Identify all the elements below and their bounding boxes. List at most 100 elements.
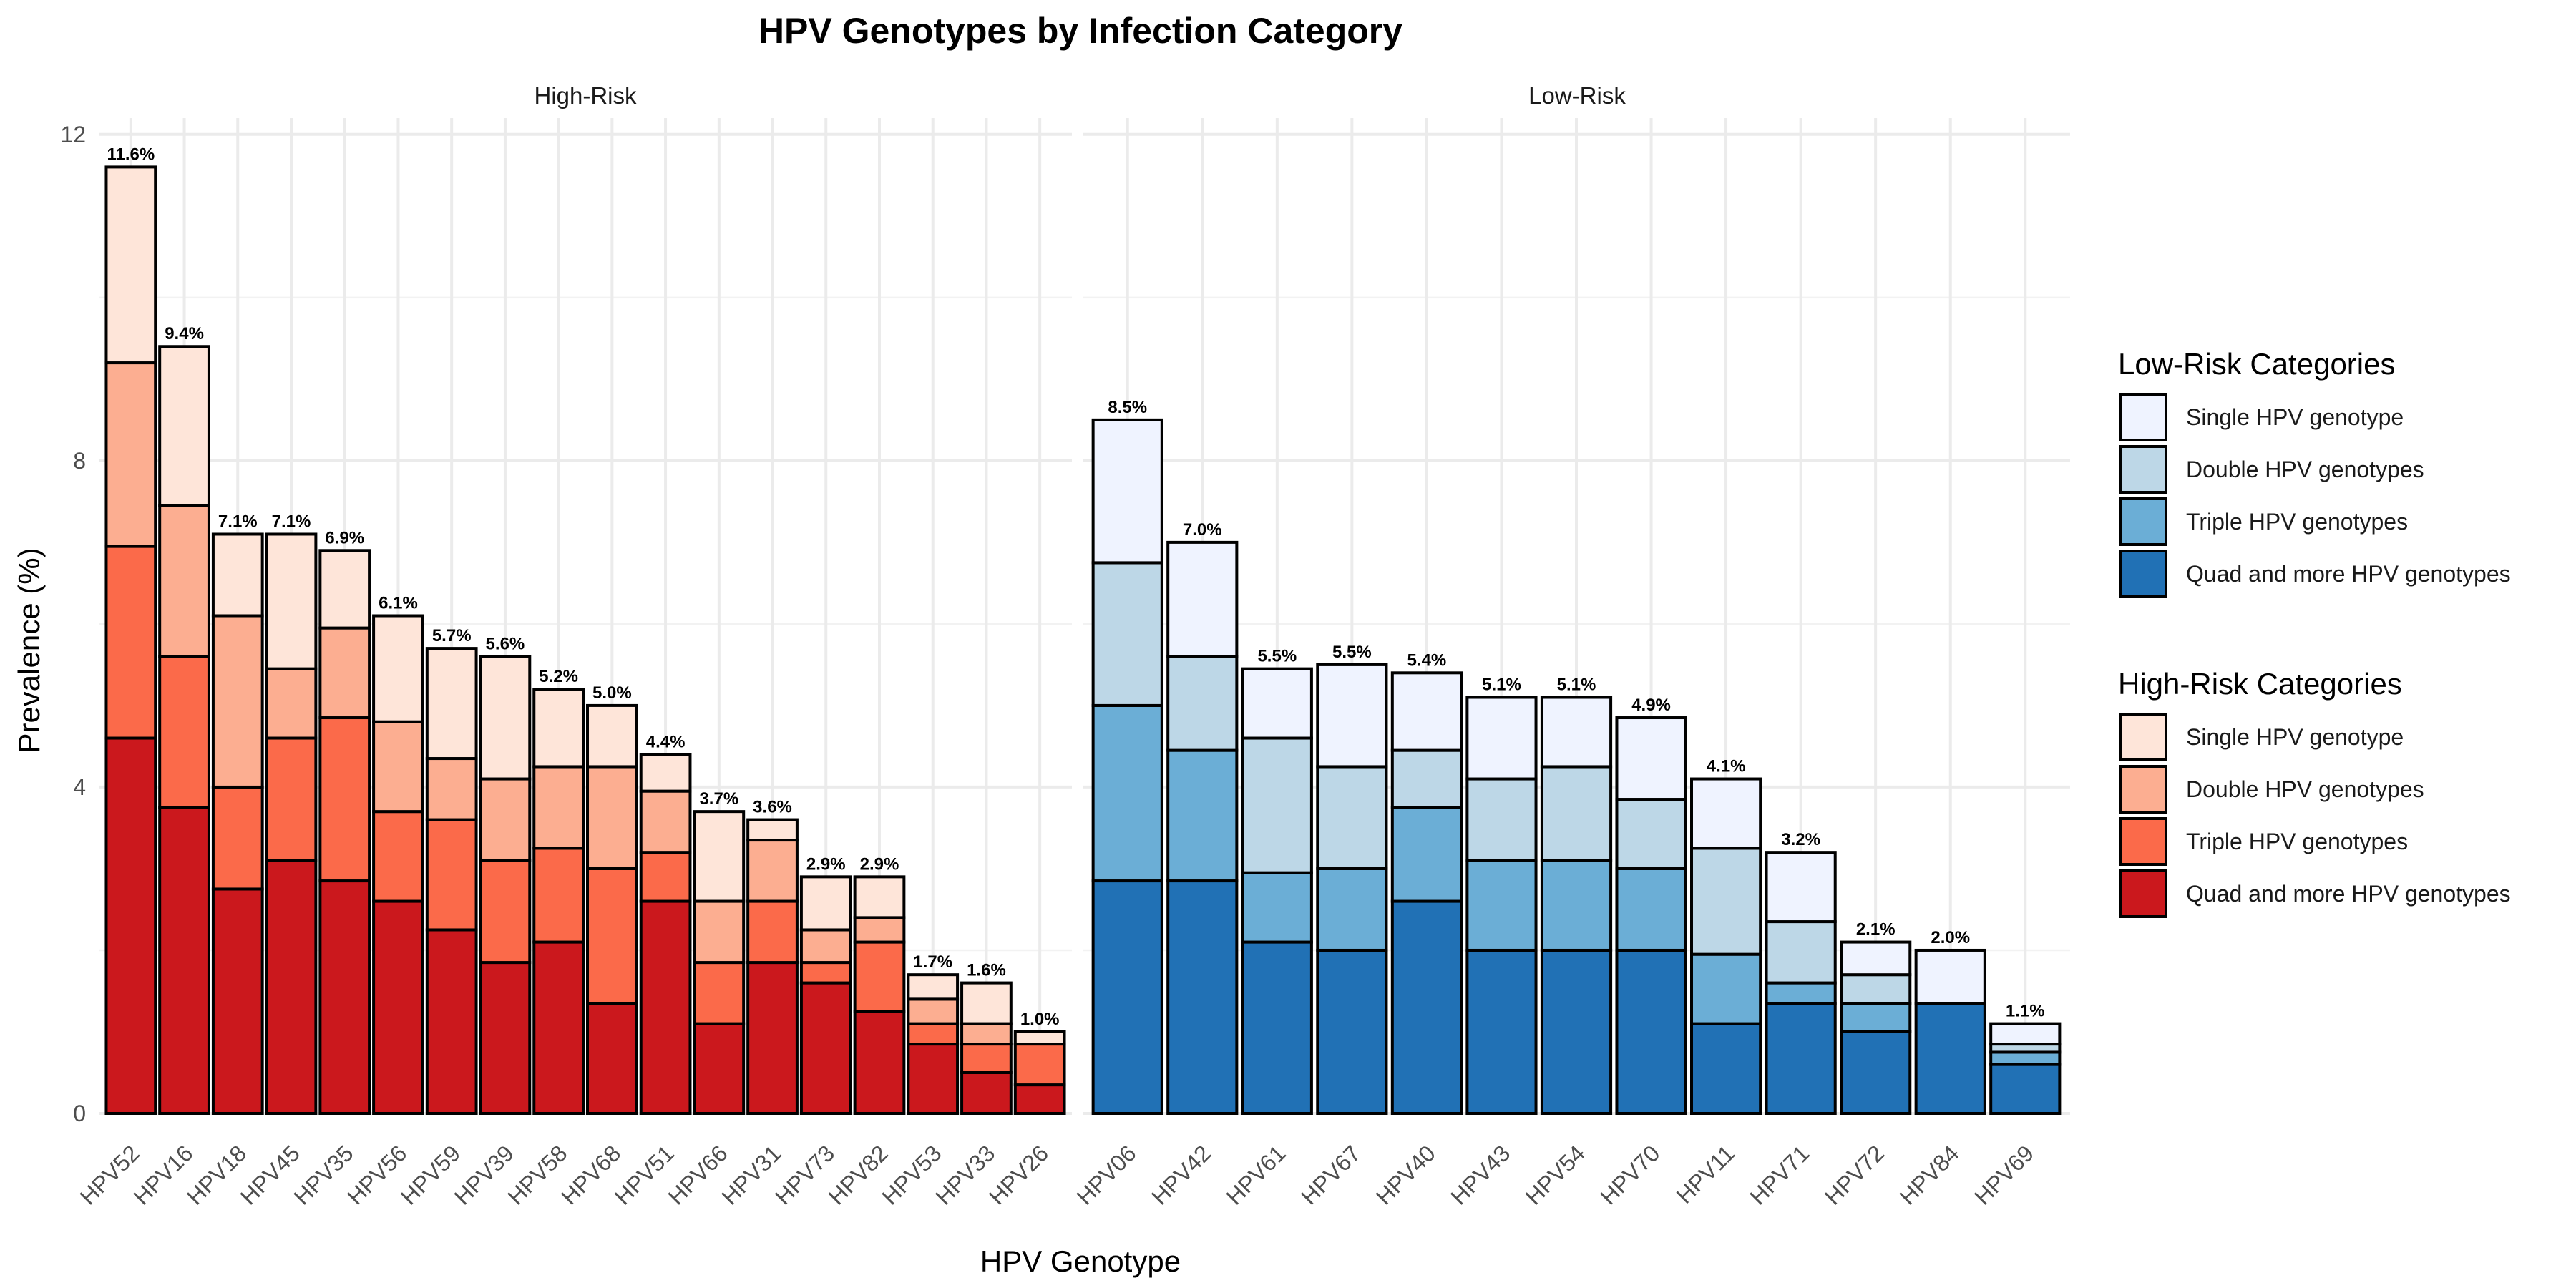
legend-group-low-risk-categories: Low-Risk Categories Single HPV genotype Do… — [2118, 347, 2511, 598]
bar-segment-hpv52-triple-hpv-genotypes — [104, 545, 157, 740]
bar-segment-hpv33-single-hpv-genotype — [960, 981, 1013, 1025]
legend-swatch — [2119, 550, 2167, 598]
chart-title: HPV Genotypes by Infection Category — [758, 11, 1402, 51]
bar-segment-hpv18-quad-and-more-hpv-genotypes — [211, 887, 264, 1116]
legend-title: Low-Risk Categories — [2118, 347, 2395, 381]
bar-segment-hpv59-quad-and-more-hpv-genotypes — [425, 928, 478, 1116]
bar-total-label: 2.1% — [1856, 920, 1896, 940]
bar-segment-hpv61-quad-and-more-hpv-genotypes — [1241, 940, 1313, 1115]
bar-segment-hpv66-double-hpv-genotypes — [693, 899, 746, 965]
bar-segment-hpv82-double-hpv-genotypes — [853, 916, 906, 944]
bar-total-label: 3.6% — [753, 798, 792, 817]
bar-total-label: 1.1% — [2006, 1002, 2045, 1021]
bar-segment-hpv53-double-hpv-genotypes — [907, 997, 960, 1025]
bar-segment-hpv35-double-hpv-genotypes — [318, 626, 371, 720]
bar-total-label: 4.1% — [1707, 757, 1746, 776]
bar-total-label: 5.5% — [1257, 647, 1297, 666]
bar-segment-hpv45-quad-and-more-hpv-genotypes — [265, 859, 318, 1115]
bar-segment-hpv39-quad-and-more-hpv-genotypes — [479, 961, 532, 1116]
bar-segment-hpv73-triple-hpv-genotypes — [799, 961, 852, 985]
bar-segment-hpv53-quad-and-more-hpv-genotypes — [907, 1043, 960, 1115]
legend-swatch — [2119, 817, 2167, 866]
bar-segment-hpv06-single-hpv-genotype — [1091, 418, 1163, 565]
bar-segment-hpv16-single-hpv-genotype — [158, 345, 210, 507]
x-tick-label: HPV71 — [1745, 1140, 1814, 1209]
bar-segment-hpv54-single-hpv-genotype — [1540, 696, 1613, 769]
bar-total-label: 5.7% — [432, 626, 472, 645]
legend-swatch — [2119, 765, 2167, 814]
bar-segment-hpv70-triple-hpv-genotypes — [1615, 867, 1687, 952]
x-tick-label: HPV45 — [235, 1140, 305, 1209]
bar-total-label: 1.7% — [913, 952, 952, 972]
legend-label: Triple HPV genotypes — [2186, 829, 2408, 854]
x-tick-label: HPV84 — [1895, 1140, 1964, 1209]
bar-segment-hpv71-quad-and-more-hpv-genotypes — [1765, 1002, 1837, 1116]
bar-segment-hpv53-triple-hpv-genotypes — [907, 1022, 960, 1046]
x-tick-label: HPV26 — [984, 1140, 1053, 1209]
bar-segment-hpv68-double-hpv-genotypes — [585, 765, 638, 870]
bar-segment-hpv54-double-hpv-genotypes — [1540, 765, 1613, 862]
bar-segment-hpv35-single-hpv-genotype — [318, 549, 371, 630]
bar-segment-hpv45-double-hpv-genotypes — [265, 667, 318, 740]
bar-segment-hpv39-double-hpv-genotypes — [479, 777, 532, 862]
legend-swatch — [2119, 393, 2167, 441]
bar-segment-hpv67-quad-and-more-hpv-genotypes — [1316, 948, 1388, 1115]
bar-segment-hpv70-quad-and-more-hpv-genotypes — [1615, 948, 1687, 1115]
bar-segment-hpv58-double-hpv-genotypes — [532, 765, 585, 850]
bar-segment-hpv43-double-hpv-genotypes — [1465, 777, 1538, 862]
bar-segment-hpv26-single-hpv-genotype — [1013, 1030, 1066, 1046]
bar-segment-hpv69-single-hpv-genotype — [1989, 1022, 2062, 1046]
y-tick-label: 8 — [73, 448, 86, 474]
bar-segment-hpv45-triple-hpv-genotypes — [265, 736, 318, 862]
panel-low-risk: 8.5% HPV06 7.0% HPV42 5.5% HPV61 5.5% HPV67 5.4%… — [1072, 118, 2070, 1210]
bar-segment-hpv67-double-hpv-genotypes — [1316, 765, 1388, 870]
y-tick-label: 0 — [73, 1101, 86, 1126]
bar-segment-hpv42-double-hpv-genotypes — [1166, 655, 1239, 752]
facet-strip-low-risk: Low-Risk — [1528, 82, 1626, 109]
x-tick-label: HPV59 — [396, 1140, 465, 1209]
x-tick-label: HPV66 — [663, 1140, 733, 1209]
x-tick-label: HPV31 — [716, 1140, 786, 1209]
legend-group-high-risk-categories: High-Risk Categories Single HPV genotype D… — [2118, 667, 2511, 918]
bar-total-label: 9.4% — [165, 324, 204, 343]
legend-label: Double HPV genotypes — [2186, 776, 2424, 802]
bar-segment-hpv72-double-hpv-genotypes — [1840, 973, 1912, 1005]
bar-total-label: 2.9% — [806, 854, 846, 874]
bar-segment-hpv72-single-hpv-genotype — [1840, 940, 1912, 977]
bar-segment-hpv45-single-hpv-genotype — [265, 532, 318, 670]
x-tick-label: HPV52 — [75, 1140, 145, 1209]
legend-label: Single HPV genotype — [2186, 724, 2404, 750]
bar-segment-hpv51-triple-hpv-genotypes — [639, 851, 692, 903]
x-tick-label: HPV39 — [449, 1140, 519, 1209]
bar-segment-hpv42-quad-and-more-hpv-genotypes — [1166, 879, 1239, 1115]
bar-segment-hpv58-triple-hpv-genotypes — [532, 847, 585, 944]
bar-total-label: 5.4% — [1407, 650, 1447, 670]
bar-segment-hpv70-double-hpv-genotypes — [1615, 798, 1687, 870]
x-tick-label: HPV69 — [1969, 1140, 2039, 1209]
bar-segment-hpv31-quad-and-more-hpv-genotypes — [746, 961, 799, 1116]
bar-total-label: 4.9% — [1631, 696, 1671, 715]
bar-total-label: 8.5% — [1108, 398, 1147, 417]
legend-swatch — [2119, 497, 2167, 546]
legend-swatch — [2119, 869, 2167, 918]
bar-segment-hpv68-single-hpv-genotype — [585, 703, 638, 769]
bar-segment-hpv06-double-hpv-genotypes — [1091, 561, 1163, 707]
legend-label: Triple HPV genotypes — [2186, 509, 2408, 535]
bar-segment-hpv70-single-hpv-genotype — [1615, 716, 1687, 801]
bar-segment-hpv39-triple-hpv-genotypes — [479, 859, 532, 965]
bar-segment-hpv33-double-hpv-genotypes — [960, 1022, 1013, 1046]
bar-segment-hpv58-single-hpv-genotype — [532, 688, 585, 769]
bar-total-label: 3.2% — [1781, 830, 1820, 849]
bar-segment-hpv68-quad-and-more-hpv-genotypes — [585, 1002, 638, 1116]
bar-segment-hpv73-single-hpv-genotype — [799, 875, 852, 932]
x-tick-label: HPV06 — [1072, 1140, 1141, 1209]
x-tick-label: HPV54 — [1521, 1140, 1590, 1209]
x-tick-label: HPV70 — [1595, 1140, 1664, 1209]
bar-segment-hpv26-quad-and-more-hpv-genotypes — [1013, 1083, 1066, 1115]
bar-segment-hpv72-triple-hpv-genotypes — [1840, 1002, 1912, 1033]
bar-total-label: 6.1% — [379, 594, 418, 613]
bar-segment-hpv33-triple-hpv-genotypes — [960, 1043, 1013, 1074]
bar-segment-hpv18-double-hpv-genotypes — [211, 614, 264, 789]
legend-label: Double HPV genotypes — [2186, 457, 2424, 482]
bar-segment-hpv71-double-hpv-genotypes — [1765, 920, 1837, 985]
